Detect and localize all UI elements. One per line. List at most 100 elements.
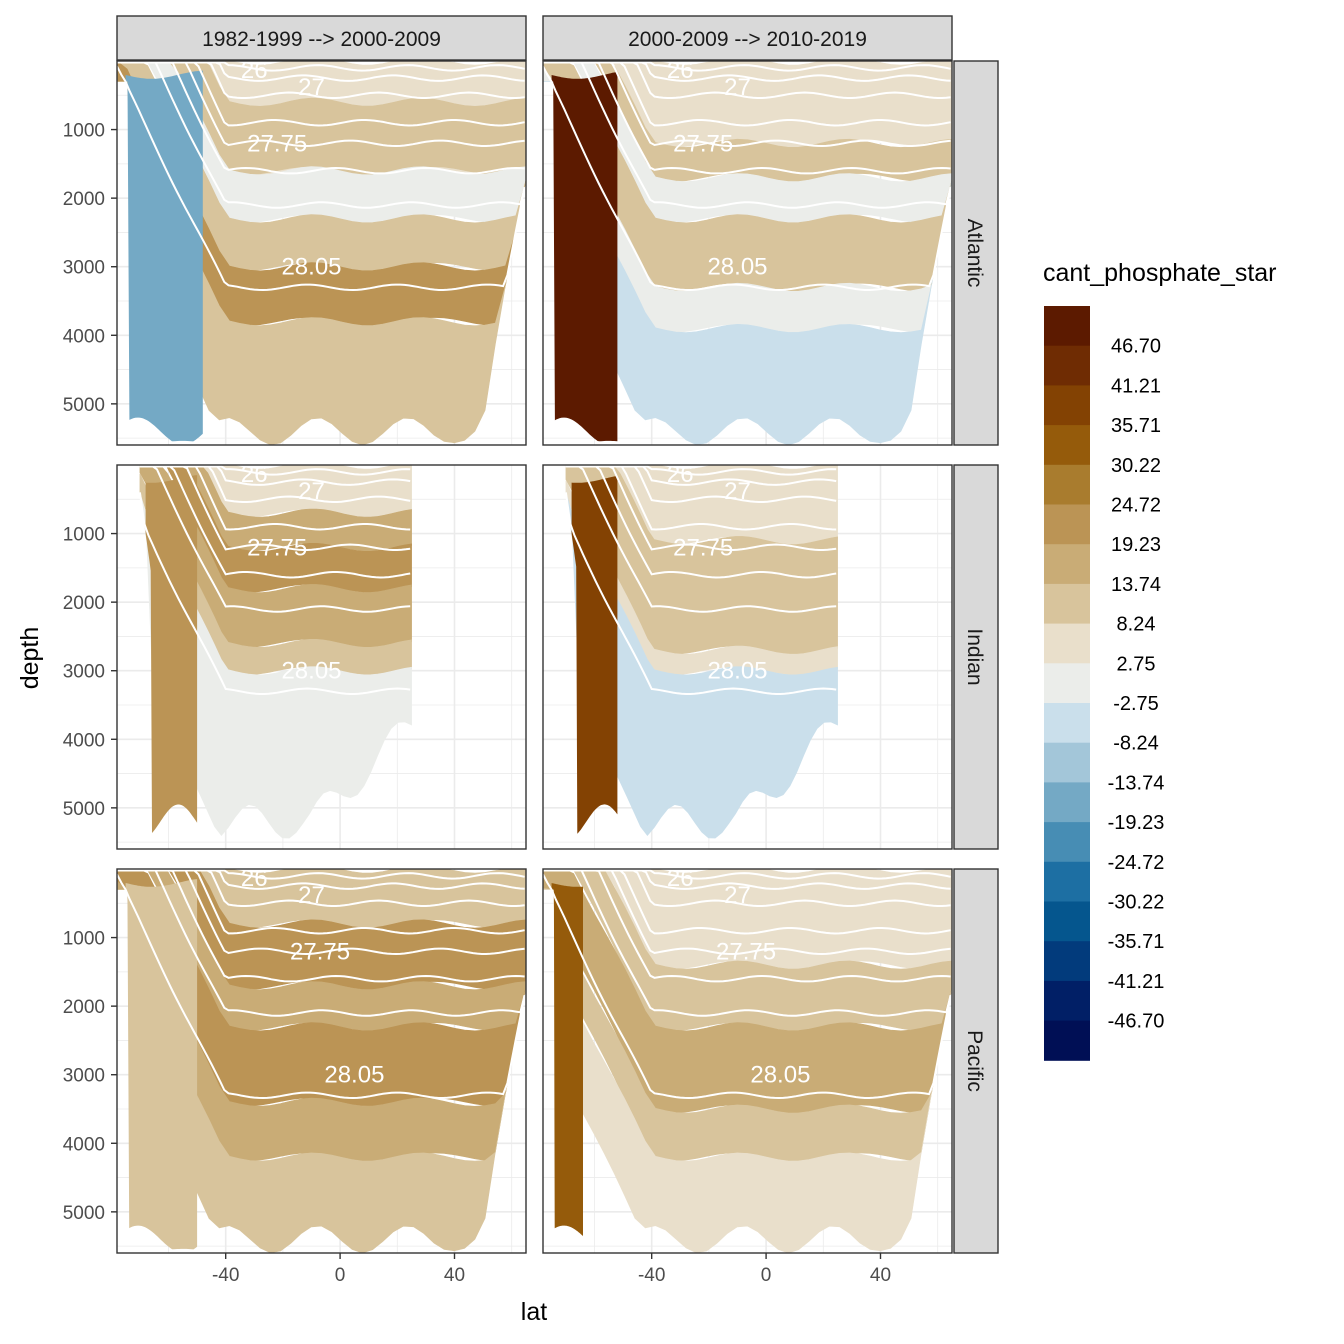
legend-color-key — [1044, 345, 1090, 386]
isopycnal-line — [117, 61, 526, 209]
legend-color-key — [1044, 425, 1090, 466]
y-tick-label: 2000 — [63, 997, 105, 1018]
isopycnal-line — [117, 869, 525, 983]
y-tick-label: 2000 — [63, 189, 105, 210]
legend-color-key — [1044, 941, 1090, 982]
contour-bands — [543, 869, 952, 1253]
y-tick-label: 3000 — [63, 258, 105, 279]
legend-label: 8.24 — [1117, 614, 1156, 636]
legend-keys: 46.70 41.21 35.71 30.22 24.72 19.23 13.74 8.24 2… — [1044, 306, 1164, 1061]
panels-layer: 262727.7528.05262727.7528.05262727.7528.… — [116, 57, 953, 1254]
legend-color-key — [1044, 583, 1090, 625]
legend-label: 24.72 — [1111, 495, 1161, 517]
facet-strip-background — [953, 868, 999, 1254]
facet-strip-row-pacific: Pacific — [953, 868, 999, 1254]
isopycnal-line — [543, 869, 951, 956]
isopycnal-line — [543, 873, 952, 1100]
panel-border — [116, 464, 527, 850]
legend-title: cant_phosphate_star — [1043, 259, 1277, 287]
isopycnal-line — [117, 873, 526, 1100]
isopycnal-label: 28.05 — [707, 254, 767, 281]
isopycnal-label: 27.75 — [290, 938, 350, 965]
facet-strip-column-0: 1982-1999 --> 2000-2009 — [116, 15, 527, 61]
isopycnal-line — [117, 61, 525, 175]
legend-color-key — [1044, 385, 1090, 426]
legend-label: 19.23 — [1111, 534, 1161, 556]
y-tick-label: 4000 — [63, 730, 105, 751]
isopycnal-lines — [543, 61, 952, 292]
isopycnal-line — [543, 65, 952, 292]
legend: cant_phosphate_star 46.70 41.21 35.71 30.22… — [1043, 259, 1277, 1061]
isopycnal-line — [543, 869, 951, 983]
legend-color-key — [1044, 980, 1090, 1022]
legend-color-key — [1044, 464, 1090, 505]
isopycnal-label: 28.05 — [707, 658, 767, 685]
contour-band — [565, 492, 838, 839]
x-tick-label: -40 — [638, 1265, 665, 1286]
isopycnal-line — [138, 492, 411, 695]
facet-strip-background — [953, 464, 999, 850]
y-tick-label: 4000 — [63, 326, 105, 347]
isopycnal-label: 28.05 — [281, 658, 341, 685]
legend-color-key — [1044, 861, 1090, 902]
x-tick-label: 40 — [870, 1265, 891, 1286]
isopycnal-line — [139, 465, 411, 613]
y-tick-label: 3000 — [63, 662, 105, 683]
isopycnal-line — [117, 65, 526, 292]
isopycnal-line — [117, 869, 526, 1017]
legend-label: 35.71 — [1111, 415, 1161, 437]
legend-label: -35.71 — [1108, 931, 1165, 953]
isopycnal-label: 27.75 — [673, 130, 733, 157]
legend-color-key — [1044, 623, 1090, 664]
contour-core — [125, 879, 198, 1250]
isopycnal-label: 28.05 — [281, 254, 341, 281]
legend-label: -46.70 — [1108, 1011, 1165, 1033]
isopycnal-label: 27 — [724, 882, 751, 909]
legend-label: 13.74 — [1111, 574, 1161, 596]
isopycnal-label: 28.05 — [750, 1062, 810, 1089]
legend-label: -13.74 — [1108, 772, 1165, 794]
facet-strip-label: Atlantic — [963, 219, 986, 288]
isopycnal-line — [139, 465, 411, 579]
panel-border — [542, 868, 953, 1254]
legend-color-key — [1044, 544, 1090, 585]
isopycnal-line — [565, 465, 837, 613]
y-tick-label: 1000 — [63, 929, 105, 950]
legend-label: 41.21 — [1111, 375, 1161, 397]
legend-label: 46.70 — [1111, 336, 1161, 358]
y-axis-title: depth — [16, 627, 44, 690]
isopycnal-line — [117, 61, 525, 148]
facet-strip-background — [953, 60, 999, 446]
y-tick-label: 1000 — [63, 525, 105, 546]
facet-strip-row-indian: Indian — [953, 464, 999, 850]
y-tick-label: 1000 — [63, 121, 105, 142]
contour-band — [117, 81, 526, 445]
facet-strip-label: Indian — [963, 628, 986, 685]
legend-label: -2.75 — [1113, 693, 1159, 715]
isopycnal-lines — [117, 869, 526, 1100]
legend-label: -30.22 — [1108, 892, 1165, 914]
legend-label: -8.24 — [1113, 733, 1159, 755]
contour-core — [571, 475, 618, 834]
facet-strip-column-1: 2000-2009 --> 2010-2019 — [542, 15, 953, 61]
legend-label: 2.75 — [1117, 653, 1156, 675]
y-tick-label: 5000 — [63, 395, 105, 416]
legend-color-key — [1044, 663, 1090, 704]
contour-band — [543, 81, 952, 445]
contour-bands — [117, 869, 526, 1253]
isopycnal-label: 27 — [724, 74, 751, 101]
x-tick-label: 0 — [335, 1265, 346, 1286]
legend-color-key — [1044, 703, 1090, 744]
legend-color-key — [1044, 782, 1090, 823]
y-tick-label: 5000 — [63, 1203, 105, 1224]
isopycnal-line — [565, 465, 837, 579]
isopycnal-lines — [543, 869, 952, 1100]
panel-border — [542, 60, 953, 446]
facet-strip-background — [116, 15, 527, 61]
isopycnal-line — [543, 61, 951, 148]
legend-label: -19.23 — [1108, 812, 1165, 834]
